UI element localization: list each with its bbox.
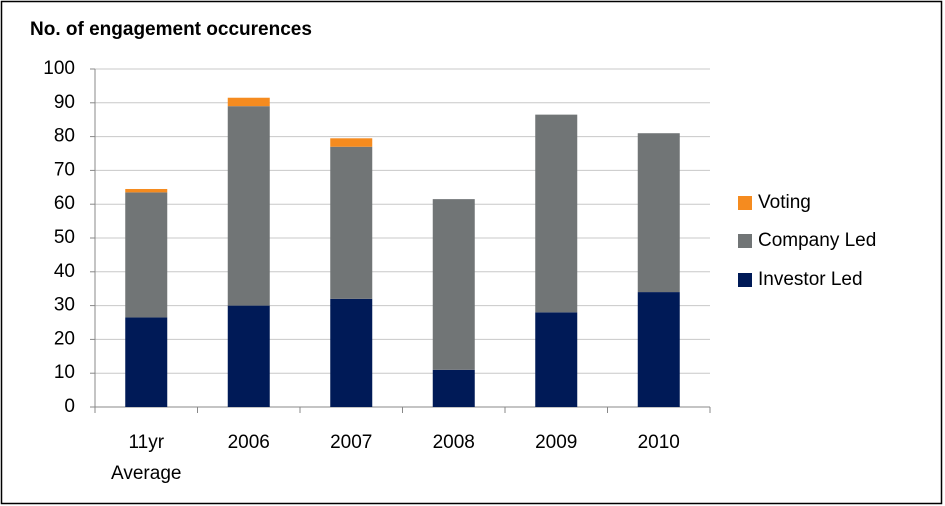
y-tick-label: 0 [64,396,75,417]
y-tick-label: 100 [43,58,75,79]
y-tick-label: 50 [54,227,75,248]
x-tick-label: 2008 [433,432,475,453]
y-tick-label: 90 [54,92,75,113]
bar-segment [432,369,475,407]
bar-segment [535,114,578,313]
bar-segment [125,192,168,318]
y-tick-label: 20 [54,328,75,349]
bar-segment [330,298,373,407]
y-tick-label: 40 [54,261,75,282]
legend-swatch [738,234,752,248]
legend-label: Voting [758,192,811,213]
bar-segment [330,146,373,299]
legend-label: Company Led [758,230,876,251]
legend-swatch [738,196,752,210]
legend-label: Investor Led [758,269,863,290]
y-tick-label: 70 [54,159,75,180]
legend-swatch [738,273,752,287]
y-tick-label: 30 [54,295,75,316]
bar-segment [330,138,373,147]
bar-segment [227,106,270,306]
chart-title: No. of engagement occurences [30,19,312,40]
y-tick-label: 10 [54,362,75,383]
y-tick-label: 80 [54,126,75,147]
y-tick-label: 60 [54,193,75,214]
x-tick-label: 2006 [228,432,270,453]
x-tick-label: 2007 [330,432,372,453]
bar-segment [227,97,270,107]
x-tick-label: 11yr Average [111,432,181,484]
bar-segment [637,133,680,293]
bar-segment [227,305,270,407]
bar-segment [432,199,475,370]
bar-segment [637,292,680,407]
x-tick-label: 2009 [535,432,577,453]
x-tick-label: 2010 [638,432,680,453]
bar-segment [535,312,578,407]
bar-segment [125,317,168,407]
bar-segment [125,188,168,193]
